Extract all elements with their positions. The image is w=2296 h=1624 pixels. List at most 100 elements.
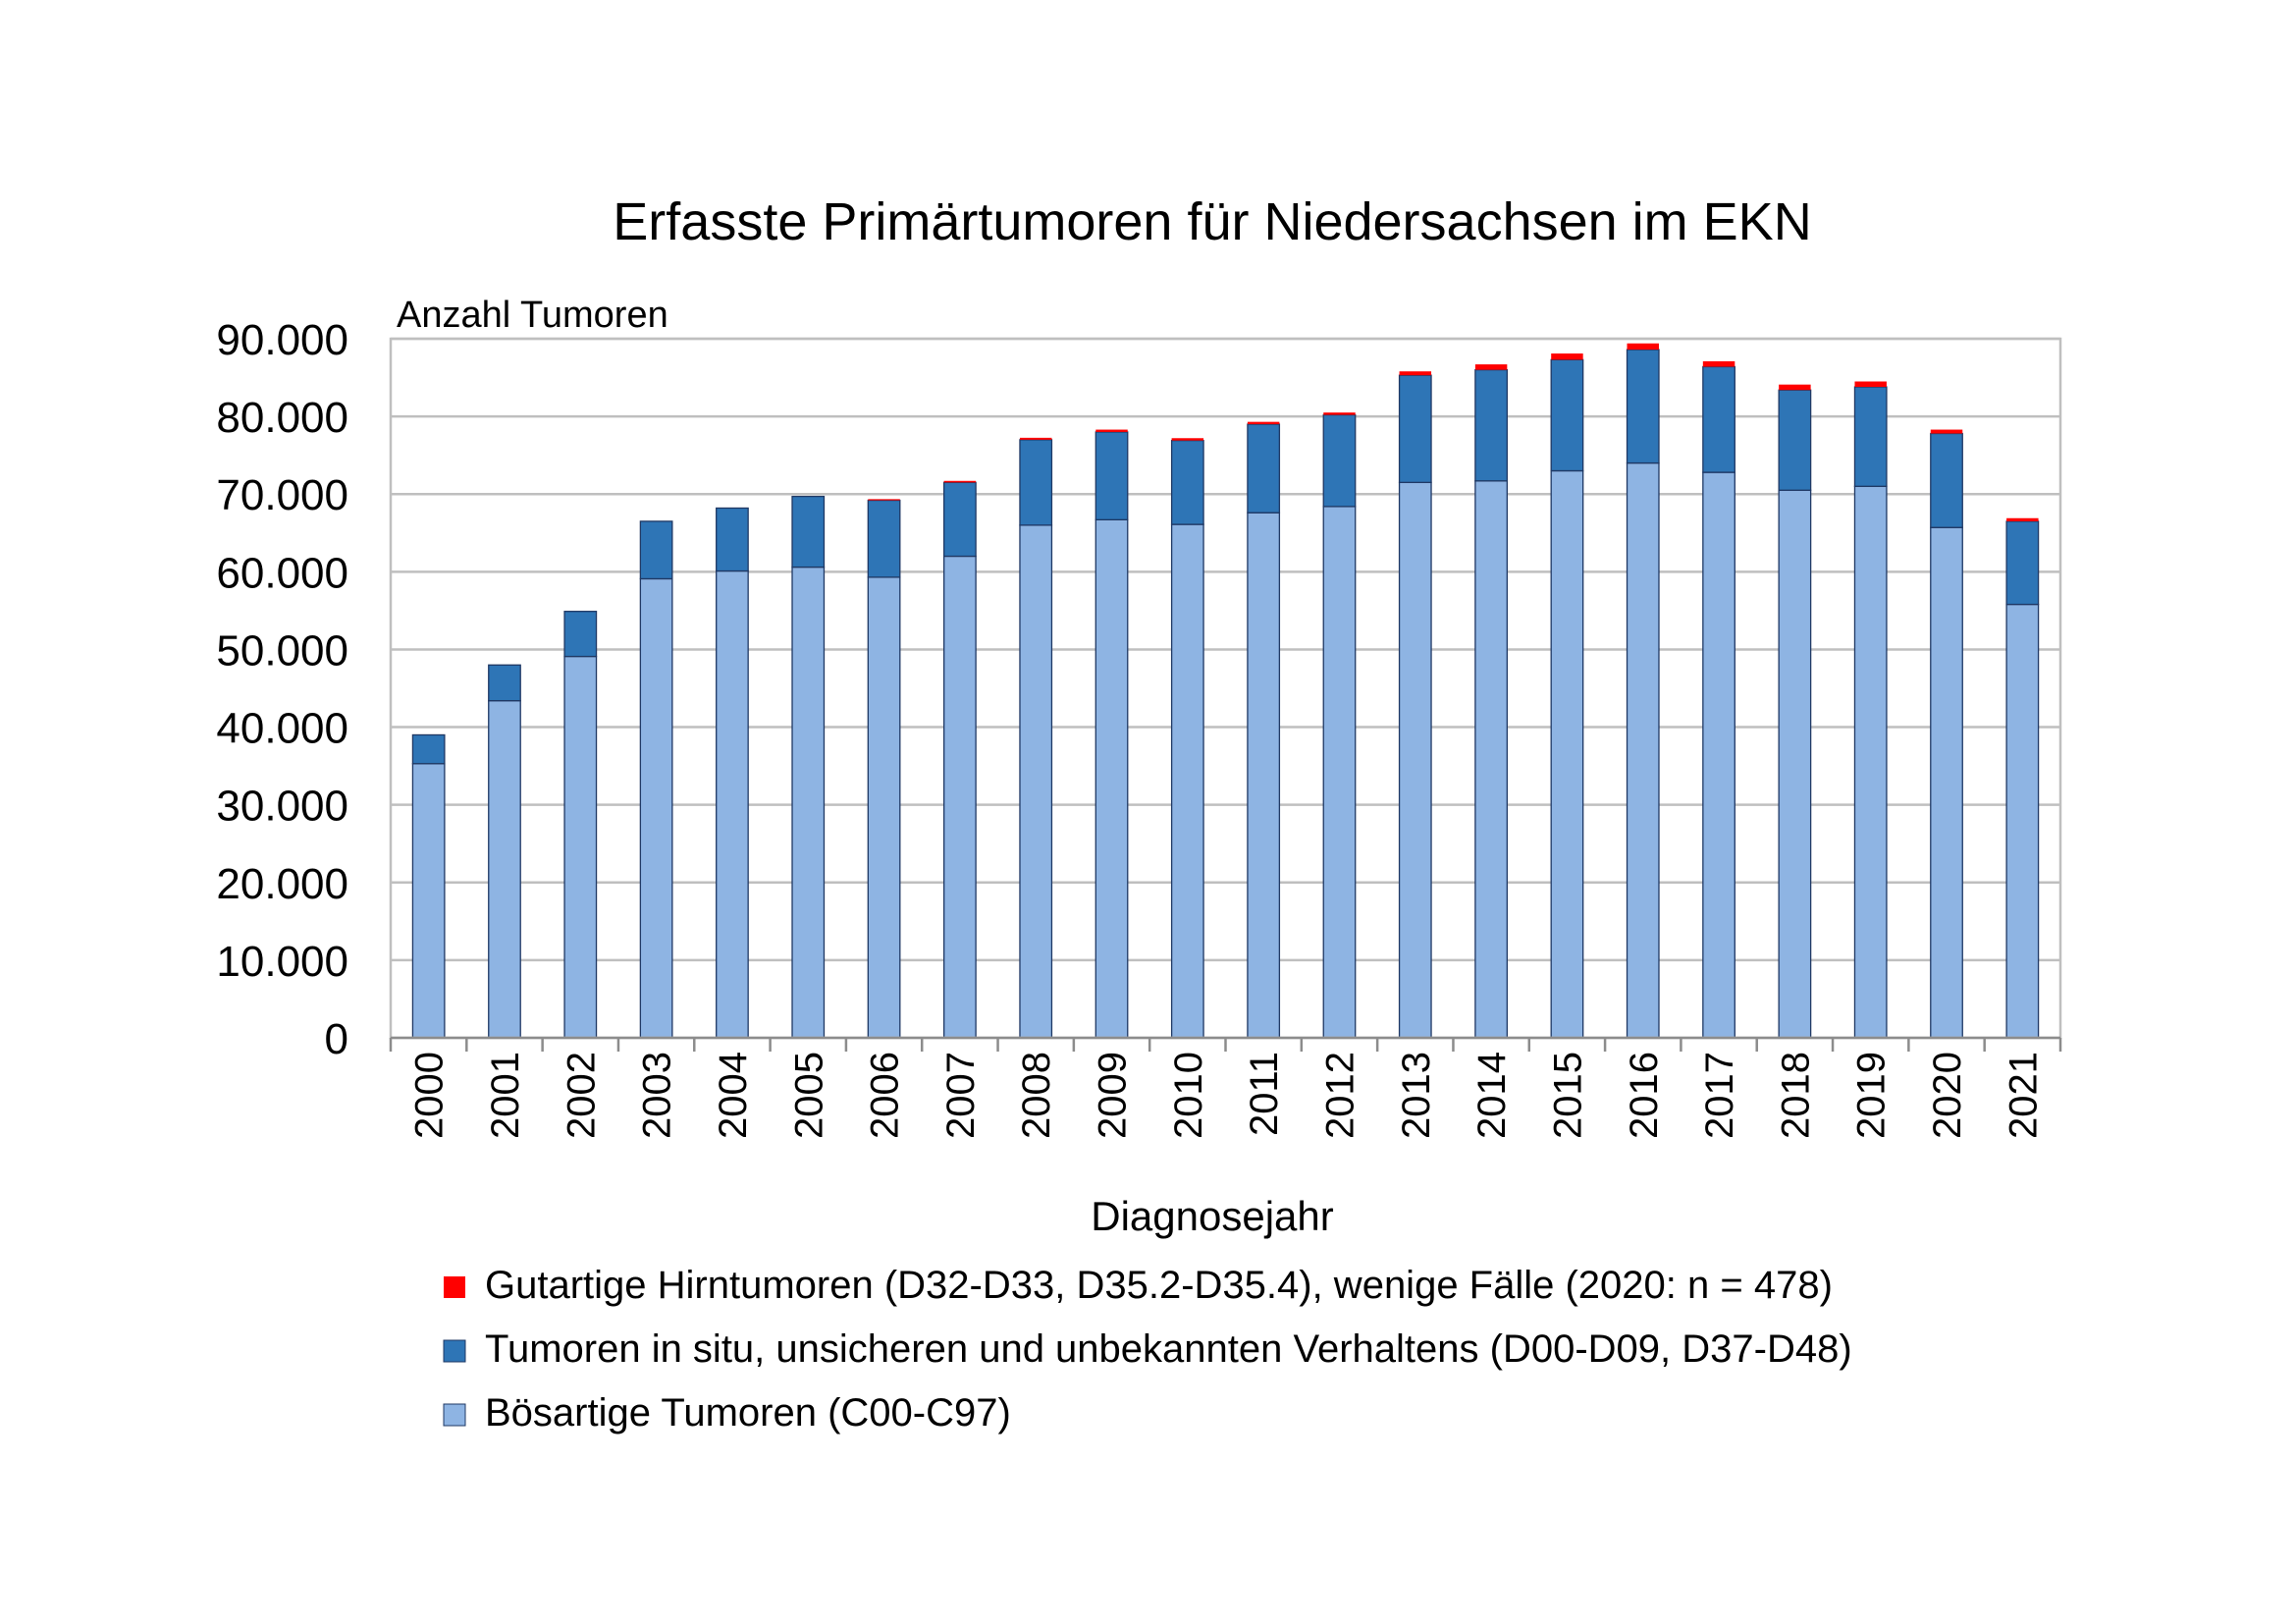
- x-tick-label: 2009: [1092, 1052, 1135, 1139]
- bar-segment: [1400, 371, 1431, 375]
- bar-segment: [640, 521, 671, 579]
- x-tick-label: 2017: [1698, 1052, 1741, 1139]
- bar-segment: [1020, 440, 1051, 525]
- chart-title: Erfasste Primärtumoren für Niedersachsen…: [613, 192, 1811, 251]
- x-tick-label: 2008: [1015, 1052, 1058, 1139]
- bar-segment: [1931, 430, 1962, 434]
- bar-segment: [944, 557, 976, 1038]
- x-tick-label: 2007: [939, 1052, 983, 1139]
- bar-segment: [1779, 385, 1810, 391]
- legend-label: Bösartige Tumoren (C00-C97): [485, 1391, 1011, 1435]
- bar-segment: [1095, 430, 1127, 432]
- bar-segment: [1095, 519, 1127, 1038]
- bar-segment: [489, 701, 520, 1038]
- bar-segment: [868, 501, 899, 577]
- x-tick-label: 2002: [560, 1052, 603, 1139]
- y-tick-label: 20.000: [216, 860, 348, 908]
- bar-segment: [1475, 481, 1507, 1038]
- bar-segment: [792, 497, 824, 568]
- bar-segment: [1400, 482, 1431, 1038]
- x-tick-label: 2005: [787, 1052, 830, 1139]
- bar-segment: [1172, 441, 1203, 524]
- bar-segment: [868, 499, 899, 500]
- bar-segment: [2006, 605, 2038, 1038]
- y-tick-label: 30.000: [216, 783, 348, 831]
- bar-segment: [2006, 518, 2038, 521]
- y-tick-label: 80.000: [216, 394, 348, 442]
- x-axis-label: Diagnosejahr: [1091, 1193, 1334, 1239]
- bar-segment: [412, 764, 444, 1038]
- x-tick-label: 2014: [1470, 1052, 1514, 1139]
- bar-segment: [1248, 422, 1279, 424]
- bar-segment: [564, 612, 596, 657]
- bar-segment: [717, 571, 748, 1038]
- bar-segment: [1095, 432, 1127, 519]
- bar-segment: [1323, 507, 1355, 1038]
- y-tick-label: 40.000: [216, 705, 348, 753]
- legend-label: Tumoren in situ, unsicheren und unbekann…: [485, 1327, 1852, 1371]
- y-tick-label: 70.000: [216, 471, 348, 519]
- bar-segment: [1779, 390, 1810, 490]
- bar-segment: [640, 578, 671, 1038]
- x-tick-label: 2015: [1546, 1052, 1589, 1139]
- x-tick-label: 2001: [484, 1052, 527, 1139]
- y-tick-label: 0: [325, 1015, 348, 1063]
- bar-segment: [1475, 364, 1507, 370]
- x-tick-label: 2006: [864, 1052, 907, 1139]
- bar-segment: [1323, 415, 1355, 507]
- bar-segment: [1323, 412, 1355, 414]
- x-tick-label: 2010: [1167, 1052, 1210, 1139]
- legend: Gutartige Hirntumoren (D32-D33, D35.2-D3…: [444, 1264, 1852, 1435]
- x-tick-labels: 2000 2001 2002 2003 2004 2005 2006 2007 2008 2009…: [408, 1052, 2046, 1139]
- x-tick-label: 2013: [1395, 1052, 1438, 1139]
- x-tick-label: 2018: [1774, 1052, 1817, 1139]
- bar-segment: [1475, 370, 1507, 481]
- bar-segment: [1703, 361, 1735, 367]
- bar-segment: [1703, 366, 1735, 472]
- x-tick-label: 2003: [636, 1052, 679, 1139]
- bar-segment: [2006, 521, 2038, 605]
- bar-segment: [1248, 424, 1279, 513]
- y-tick-label: 60.000: [216, 549, 348, 597]
- x-tick-label: 2011: [1243, 1052, 1286, 1136]
- x-tick-label: 2004: [712, 1052, 755, 1139]
- bar-segment: [1400, 375, 1431, 482]
- bar-segment: [944, 481, 976, 483]
- bar-segment: [489, 665, 520, 700]
- bar-segment: [1931, 527, 1962, 1038]
- bar-segment: [1551, 353, 1582, 359]
- y-tick-label: 90.000: [216, 316, 348, 364]
- bar-segment: [1551, 470, 1582, 1038]
- x-tick-label: 2012: [1318, 1052, 1362, 1139]
- bar-segment: [412, 734, 444, 763]
- bars: [412, 344, 2038, 1038]
- x-tick-label: 2016: [1623, 1052, 1666, 1139]
- y-axis-label: Anzahl Tumoren: [397, 295, 668, 336]
- legend-label: Gutartige Hirntumoren (D32-D33, D35.2-D3…: [485, 1264, 1833, 1307]
- bar-segment: [1020, 438, 1051, 440]
- bar-segment: [944, 482, 976, 556]
- legend-swatch: [444, 1276, 465, 1298]
- legend-swatch: [444, 1404, 465, 1426]
- y-tick-label: 50.000: [216, 626, 348, 675]
- bar-segment: [1628, 344, 1659, 350]
- bar-segment: [1628, 350, 1659, 463]
- y-tick-label: 10.000: [216, 938, 348, 986]
- x-tick-label: 2019: [1850, 1052, 1894, 1139]
- bar-segment: [1172, 438, 1203, 440]
- bar-segment: [1854, 387, 1886, 486]
- bar-segment: [1628, 463, 1659, 1038]
- bar-segment: [1703, 472, 1735, 1038]
- bar-segment: [792, 568, 824, 1038]
- bar-segment: [564, 657, 596, 1038]
- bar-segment: [1931, 434, 1962, 528]
- legend-swatch: [444, 1340, 465, 1362]
- x-tick-label: 2020: [1926, 1052, 1969, 1139]
- bar-segment: [1551, 359, 1582, 470]
- bar-segment: [1020, 525, 1051, 1038]
- chart: Erfasste Primärtumoren für Niedersachsen…: [0, 0, 2296, 1624]
- bar-segment: [1854, 486, 1886, 1038]
- bar-segment: [1854, 382, 1886, 388]
- bar-segment: [717, 508, 748, 570]
- x-tick-label: 2021: [2002, 1052, 2045, 1139]
